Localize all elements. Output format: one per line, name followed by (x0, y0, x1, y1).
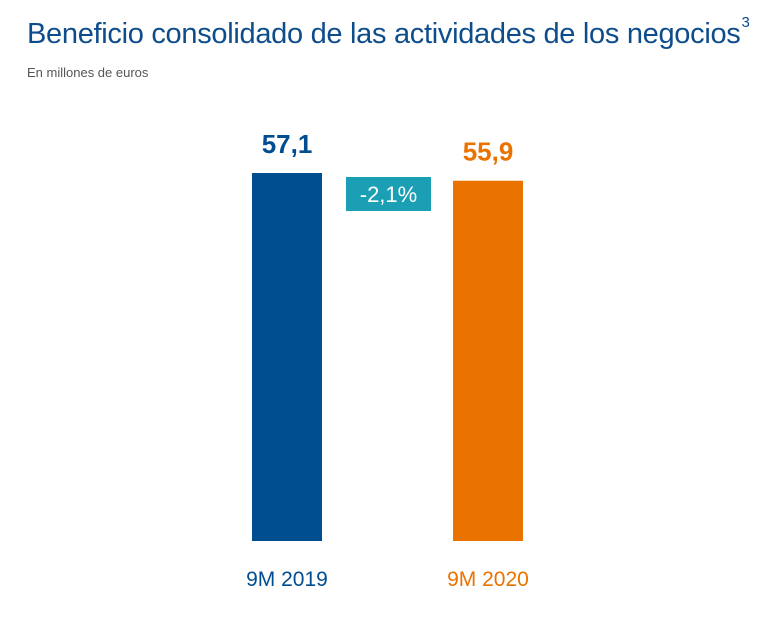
category-label: 9M 2019 (246, 568, 328, 591)
category-label: 9M 2020 (447, 568, 529, 591)
change-badge-label: -2,1% (360, 182, 417, 207)
data-label: 57,1 (262, 129, 313, 159)
footnote-marker: 3 (741, 14, 750, 31)
bar-9m-2019 (252, 173, 322, 541)
bar-9m-2020 (453, 180, 523, 541)
chart-title: Beneficio consolidado de las actividades… (27, 14, 750, 51)
change-badge (346, 177, 431, 211)
chart-title-text: Beneficio consolidado de las actividades… (27, 18, 741, 50)
data-label: 55,9 (463, 137, 514, 167)
chart-subtitle: En millones de euros (27, 65, 149, 80)
